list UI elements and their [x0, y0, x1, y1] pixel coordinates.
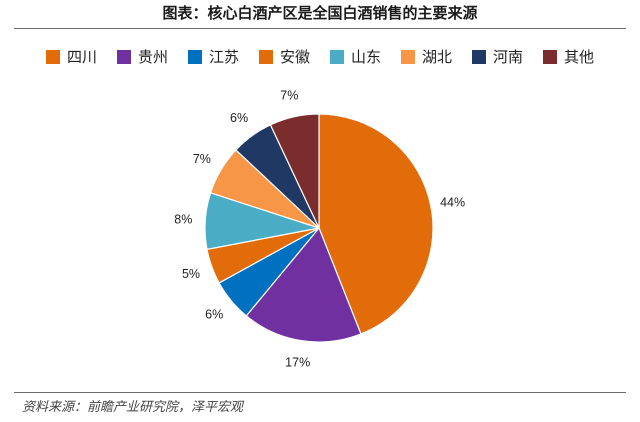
legend-item: 湖北	[401, 46, 452, 67]
slice-percent-label: 6%	[205, 308, 223, 322]
slice-percent-label: 7%	[193, 152, 211, 166]
legend-label: 其他	[564, 48, 595, 66]
legend-label: 湖北	[422, 48, 453, 66]
slice-percent-label: 5%	[182, 267, 200, 281]
legend-item: 山东	[330, 46, 381, 67]
pie-slice-其他	[269, 113, 320, 229]
chart-title: 图表：核心白酒产区是全国白酒销售的主要来源	[162, 4, 478, 22]
legend-label: 山东	[351, 48, 382, 66]
legend-item: 江苏	[187, 46, 239, 67]
slice-percent-label: 17%	[285, 355, 310, 369]
legend-item: 河南	[472, 46, 523, 67]
legend-label: 安徽	[279, 48, 310, 66]
legend-item: 贵州	[116, 46, 168, 67]
slice-percent-label: 8%	[174, 213, 192, 227]
legend-swatch	[330, 49, 344, 64]
legend-swatch	[45, 49, 60, 64]
legend-label: 江苏	[208, 48, 239, 66]
legend-label: 河南	[493, 48, 524, 66]
source-note: 资料来源：前瞻产业研究院，泽平宏观	[22, 400, 244, 415]
slice-percent-label: 7%	[280, 88, 298, 102]
title-divider	[14, 28, 626, 29]
legend-item: 其他	[543, 46, 594, 67]
legend-swatch	[401, 49, 416, 64]
legend-item: 四川	[45, 46, 97, 67]
legend-label: 四川	[66, 48, 97, 66]
legend-item: 安徽	[258, 46, 310, 67]
legend-swatch	[116, 49, 131, 64]
chart-legend: 四川 贵州 江苏 安徽 山东 湖北 河南 其他	[0, 46, 640, 67]
legend-swatch	[472, 49, 487, 64]
pie-chart: 44% 17% 6% 5% 8% 7% 6% 7%	[174, 88, 465, 369]
slice-percent-label: 44%	[440, 196, 465, 210]
source-divider	[14, 392, 626, 393]
legend-label: 贵州	[137, 48, 168, 66]
legend-swatch	[543, 49, 558, 64]
slice-percent-label: 6%	[230, 111, 248, 125]
legend-swatch	[187, 49, 202, 64]
pie-slice-贵州	[245, 226, 362, 343]
pie-slice-四川	[318, 113, 434, 335]
legend-swatch	[258, 49, 273, 64]
